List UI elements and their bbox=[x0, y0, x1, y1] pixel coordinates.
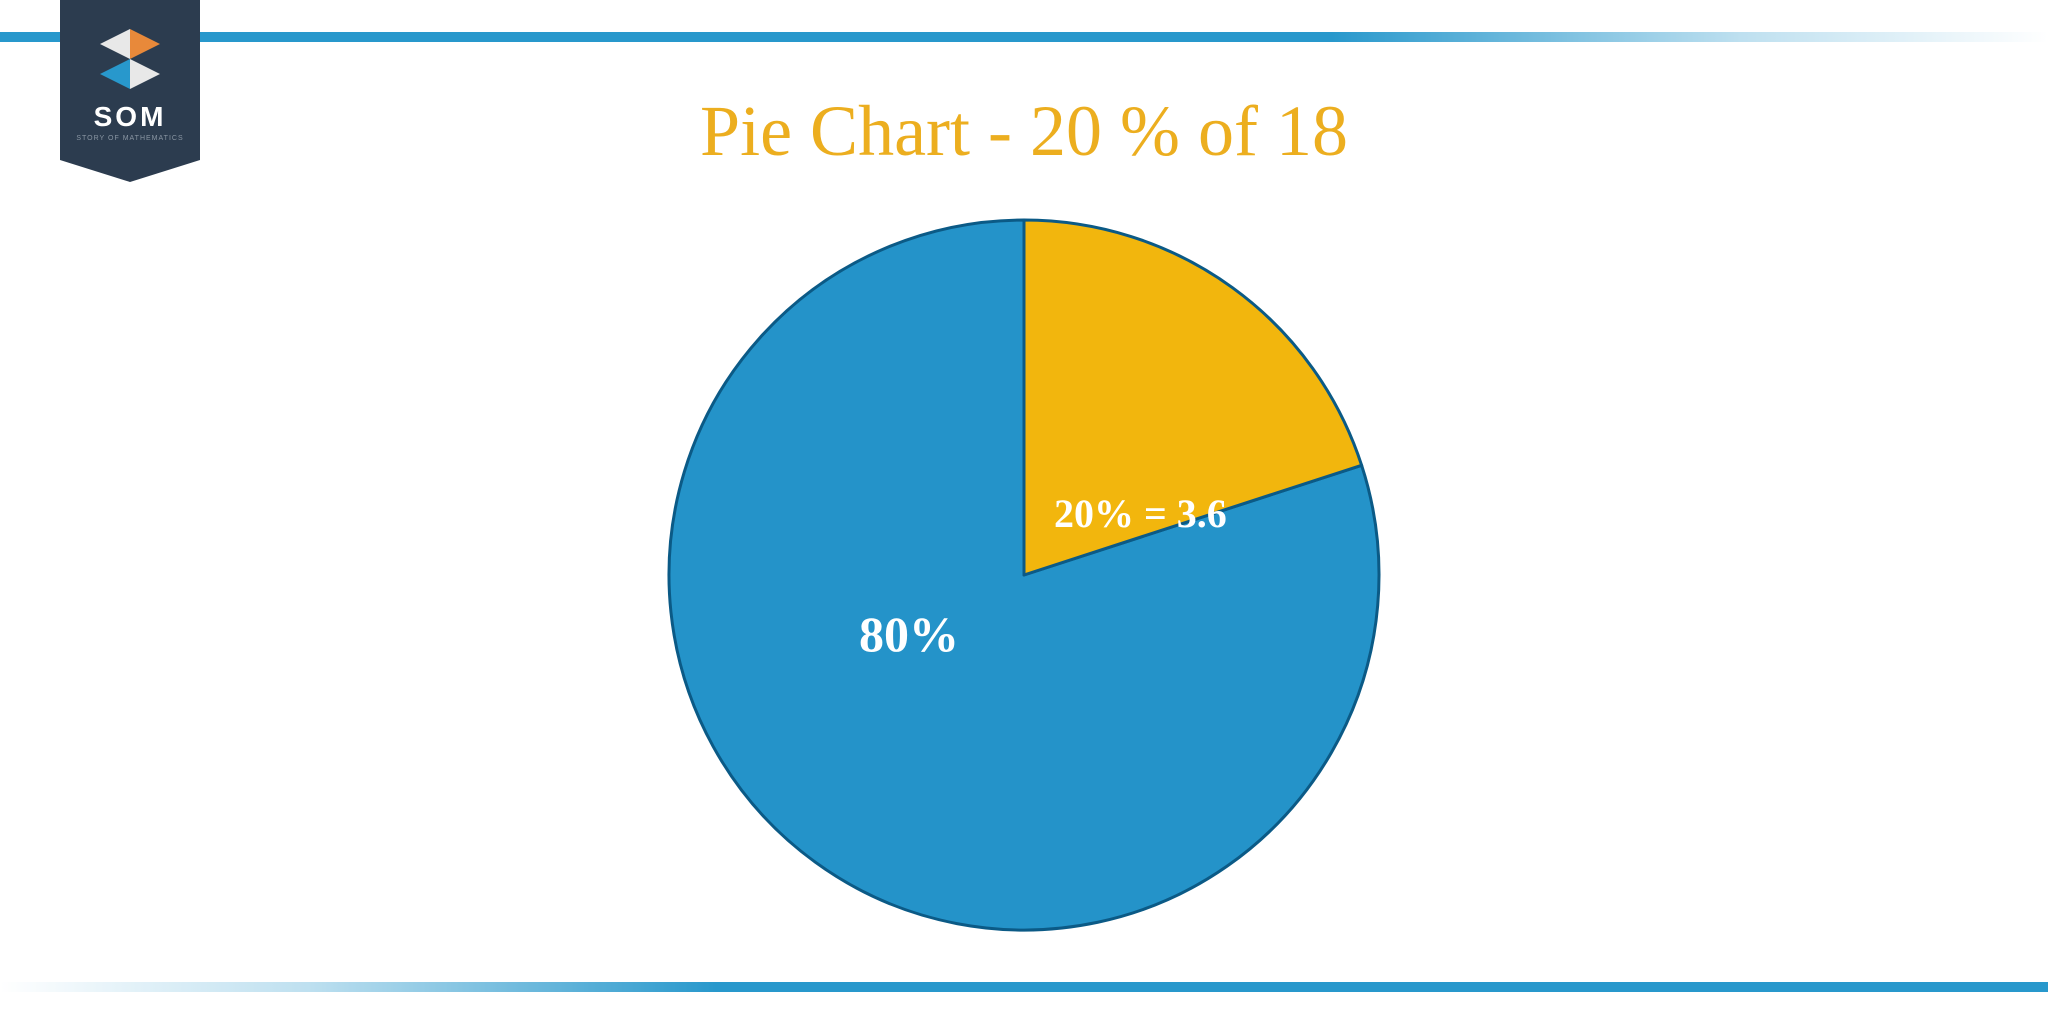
chart-title: Pie Chart - 20 % of 18 bbox=[0, 90, 2048, 173]
slice-label-80: 80% bbox=[859, 605, 959, 663]
top-border bbox=[0, 32, 2048, 42]
pie-chart: 80% 20% = 3.6 bbox=[664, 215, 1384, 935]
pie-svg bbox=[664, 215, 1384, 935]
logo-icon bbox=[100, 29, 160, 89]
bottom-border bbox=[0, 982, 2048, 992]
slice-label-20: 20% = 3.6 bbox=[1054, 490, 1227, 537]
